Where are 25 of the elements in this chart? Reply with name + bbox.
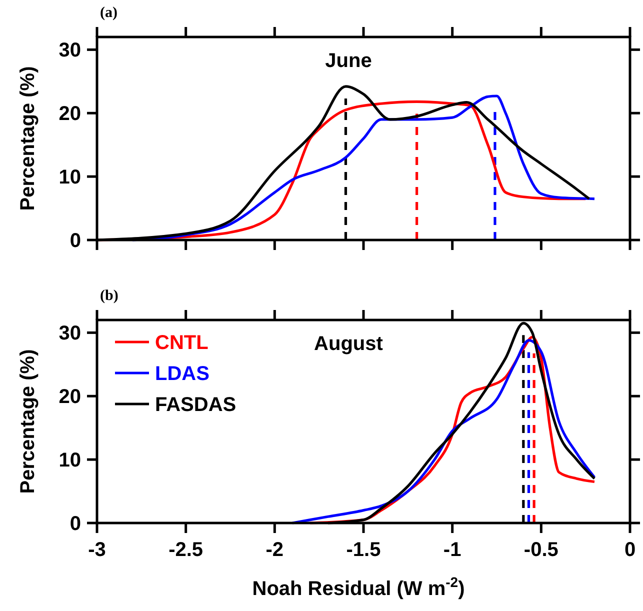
- y-axis-title: Percentage (%): [17, 349, 39, 494]
- y-tick-label: 30: [58, 322, 81, 345]
- y-tick-label: 20: [58, 386, 81, 408]
- x-tick-label: -1: [443, 539, 462, 561]
- y-axis-title: Percentage (%): [17, 66, 39, 211]
- x-axis-title: Noah Residual (W m$^{-2}$): [252, 574, 465, 600]
- x-tick-label: -1.5: [346, 539, 381, 561]
- legend-label: CNTL: [155, 332, 208, 354]
- x-tick-label: -2.5: [168, 539, 204, 561]
- x-tick-label: 0: [624, 539, 636, 561]
- y-tick-label: 20: [58, 103, 81, 126]
- y-tick-label: 30: [58, 40, 81, 62]
- legend-label: LDAS: [155, 363, 210, 385]
- text: (b): [100, 288, 118, 304]
- y-tick-label: 0: [70, 513, 81, 535]
- legend-label: FASDAS: [155, 394, 236, 416]
- y-tick-label: 10: [58, 166, 81, 189]
- x-tick-label: -3: [88, 539, 106, 561]
- text: June: [325, 50, 372, 72]
- x-tick-label: -2: [266, 539, 284, 561]
- y-tick-label: 0: [70, 230, 81, 252]
- text: August: [314, 333, 384, 355]
- x-tick-label: -0.5: [524, 539, 558, 561]
- y-tick-label: 10: [58, 450, 81, 472]
- text: (a): [100, 5, 118, 21]
